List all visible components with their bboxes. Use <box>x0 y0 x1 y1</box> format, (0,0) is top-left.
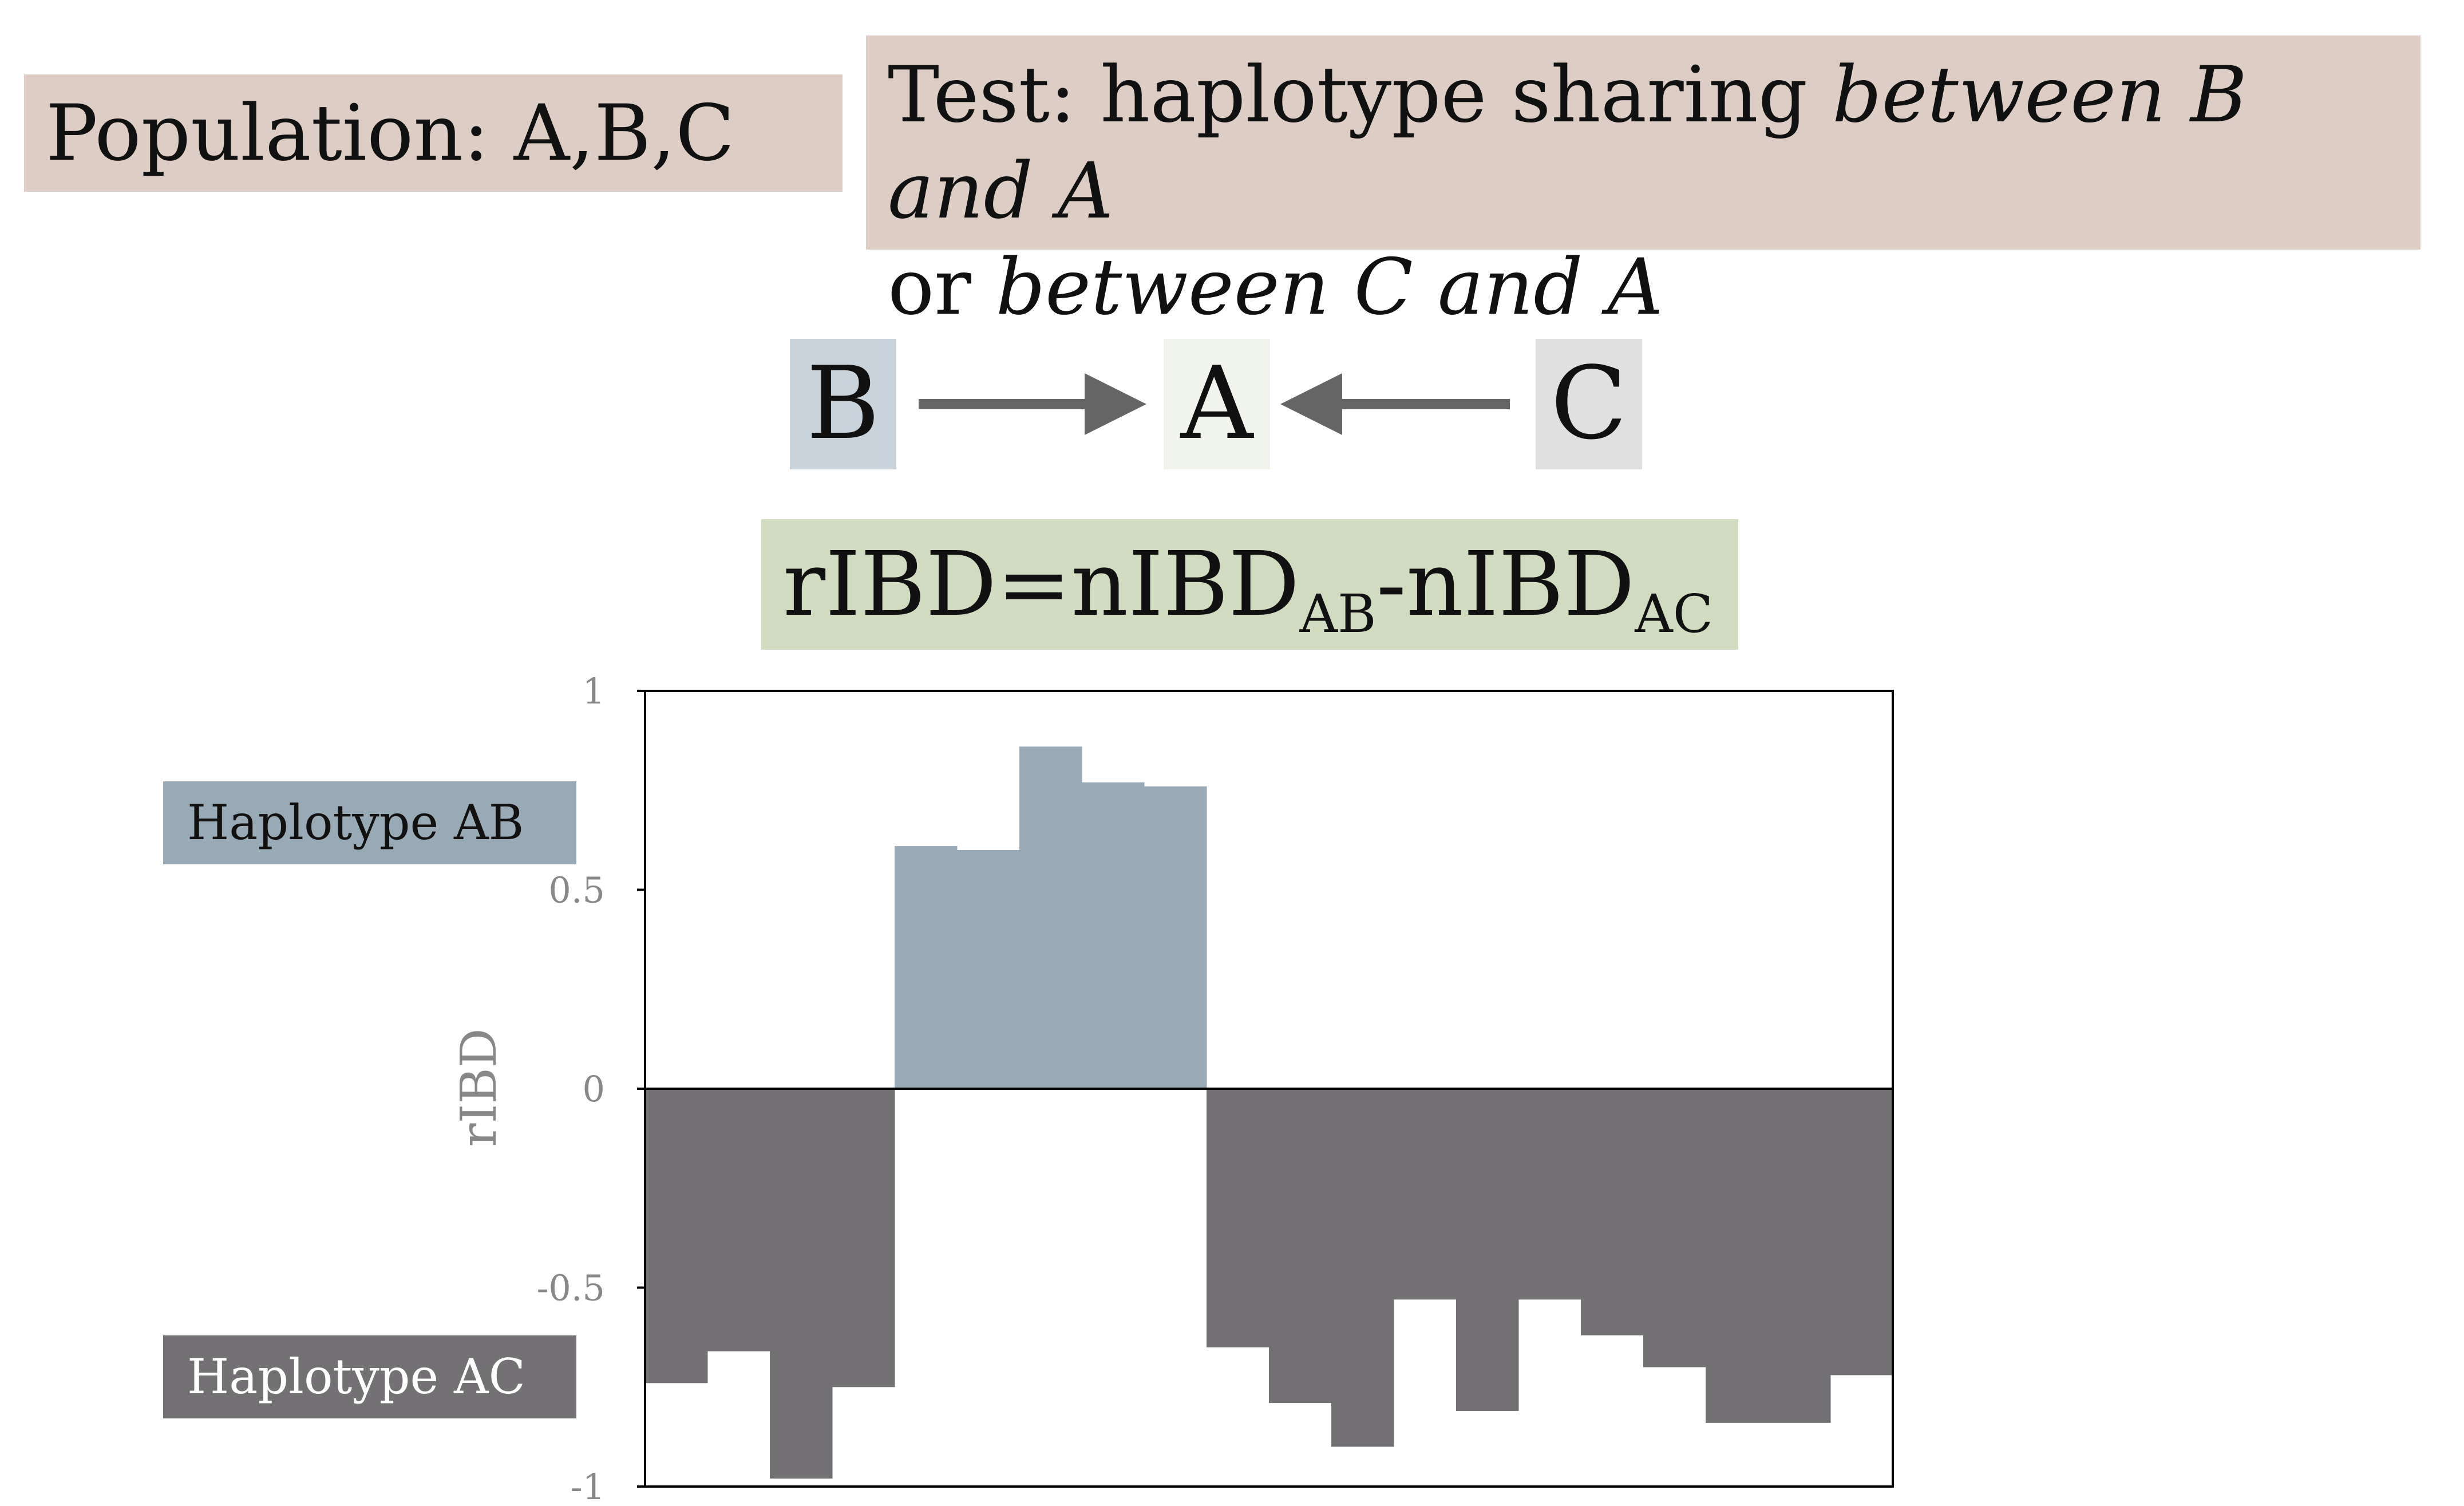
bar <box>707 1089 770 1351</box>
bar <box>832 1089 895 1388</box>
bar <box>1331 1089 1394 1447</box>
bar <box>1768 1089 1831 1423</box>
chart-axes: 1 0.5 0 -0.5 -1 <box>536 670 1894 1506</box>
legend-haplotype-ac: Haplotype AC <box>163 1335 576 1418</box>
y-axis-label: rIBD <box>450 1028 508 1147</box>
y-tick-label: -0.5 <box>536 1267 605 1309</box>
bar <box>1706 1089 1769 1423</box>
formula-lhs: rIBD=nIBD <box>783 532 1300 636</box>
bar <box>770 1089 833 1479</box>
y-tick-label: 0 <box>583 1068 605 1110</box>
population-node-b: B <box>790 339 896 469</box>
bar <box>1207 1089 1269 1347</box>
bar <box>1144 786 1207 1089</box>
formula-sub-ab: AB <box>1299 583 1377 645</box>
bar <box>1643 1089 1706 1367</box>
test-prefix: Test: haplotype sharing <box>888 50 1833 140</box>
legend-haplotype-ab: Haplotype AB <box>163 781 576 864</box>
population-node-a: A <box>1164 339 1270 469</box>
bar-group <box>645 746 1893 1479</box>
test-or: or <box>888 242 996 332</box>
formula-mid: -nIBD <box>1376 532 1635 636</box>
bar <box>957 850 1020 1089</box>
bar <box>1269 1089 1332 1404</box>
bar <box>1082 782 1145 1089</box>
bar <box>1019 746 1082 1089</box>
y-tick-label: 1 <box>583 670 605 712</box>
ribd-formula: rIBD=nIBDAB-nIBDAC <box>761 519 1738 650</box>
bar <box>1830 1089 1893 1375</box>
bar <box>1518 1089 1581 1300</box>
population-node-c: C <box>1536 339 1642 469</box>
y-tick-label: -1 <box>571 1466 605 1506</box>
population-label: Population: A,B,C <box>24 74 843 192</box>
bar <box>895 846 958 1089</box>
formula-sub-ac: AC <box>1635 583 1714 645</box>
test-between-ba: between B and A <box>888 50 2248 236</box>
y-tick-label: 0.5 <box>548 869 605 911</box>
test-between-ca: between C and A <box>995 242 1663 332</box>
bar <box>645 1089 708 1384</box>
bar <box>1394 1089 1457 1300</box>
bar <box>1581 1089 1644 1335</box>
bar <box>1456 1089 1519 1411</box>
